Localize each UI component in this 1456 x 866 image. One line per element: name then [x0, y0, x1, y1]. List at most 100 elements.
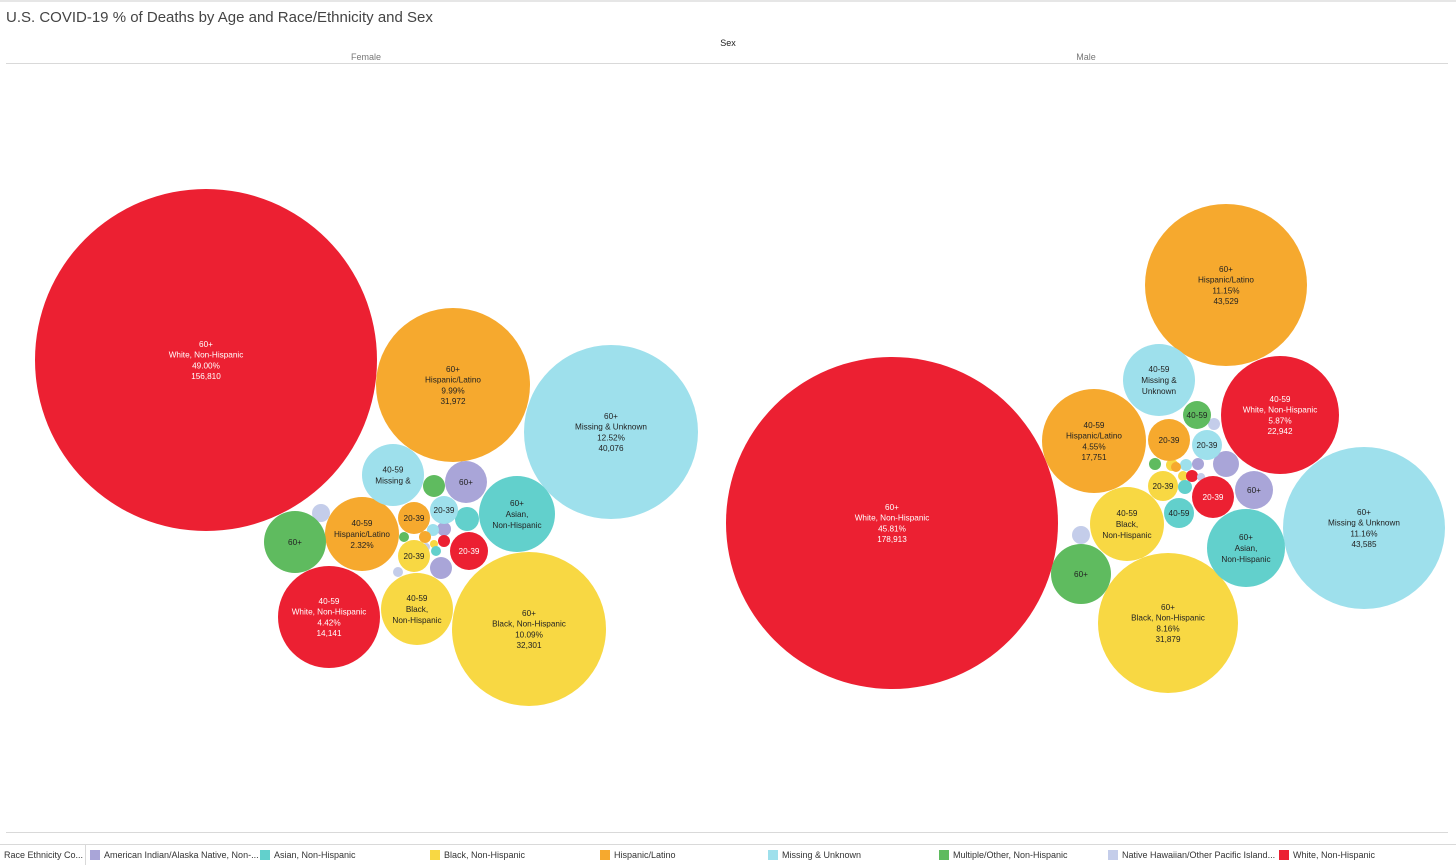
- bubble-small[interactable]: [1149, 458, 1161, 470]
- bubble-circle[interactable]: [398, 540, 430, 572]
- bubble-circle[interactable]: [430, 496, 458, 524]
- bubble-small[interactable]: [1186, 470, 1198, 482]
- legend-item[interactable]: Hispanic/Latino: [600, 845, 676, 865]
- bubble-label: 60+: [604, 412, 618, 421]
- bubble-circle[interactable]: [1042, 389, 1146, 493]
- bubble-circle[interactable]: [381, 573, 453, 645]
- legend-item[interactable]: Black, Non-Hispanic: [430, 845, 525, 865]
- bubble-circle[interactable]: [1164, 498, 1194, 528]
- bubble-male[interactable]: 40-59 Black, Non-Hispanic: [1090, 487, 1164, 561]
- bubble-circle[interactable]: [1207, 509, 1285, 587]
- bubble-female[interactable]: 40-59 Hispanic/Latino 2.32%: [325, 497, 399, 571]
- bubble-male[interactable]: 20-39: [1192, 476, 1234, 518]
- legend-item[interactable]: Missing & Unknown: [768, 845, 861, 865]
- bubble-male[interactable]: 60+: [1235, 471, 1273, 509]
- legend-item[interactable]: Multiple/Other, Non-Hispanic: [939, 845, 1068, 865]
- bubble-female[interactable]: 60+: [264, 511, 326, 573]
- bubble-male[interactable]: 40-59 Missing & Unknown: [1123, 344, 1195, 416]
- bubble-male[interactable]: 60+: [1051, 544, 1111, 604]
- bubble-small[interactable]: [1072, 526, 1090, 544]
- bubble-small[interactable]: [1180, 459, 1192, 471]
- bubble-circle[interactable]: [1148, 471, 1178, 501]
- bubble-small[interactable]: [1171, 462, 1181, 472]
- bubble-male[interactable]: 20-39: [1148, 471, 1178, 501]
- bubble-female[interactable]: 60+: [445, 461, 487, 503]
- bubble-circle[interactable]: [1145, 204, 1307, 366]
- bubble-small[interactable]: [1208, 418, 1220, 430]
- bubble-circle[interactable]: [445, 461, 487, 503]
- bubble-circle[interactable]: [1183, 401, 1211, 429]
- bubble-label: 20-39: [1197, 441, 1218, 450]
- bubble-small[interactable]: [1213, 451, 1239, 477]
- bubble-circle[interactable]: [452, 552, 606, 706]
- bubble-circle[interactable]: [264, 511, 326, 573]
- bubble-small[interactable]: [312, 504, 330, 522]
- bubble-small[interactable]: [1178, 471, 1188, 481]
- bubble-male[interactable]: 40-59: [1183, 401, 1211, 429]
- bubble-small[interactable]: [423, 475, 445, 497]
- bubble-small[interactable]: [1178, 480, 1192, 494]
- bubble-circle[interactable]: [450, 532, 488, 570]
- bubble-circle[interactable]: [1051, 544, 1111, 604]
- legend-item[interactable]: White, Non-Hispanic: [1279, 845, 1375, 865]
- bubble-small[interactable]: [399, 532, 409, 542]
- bubble-female[interactable]: 20-39: [398, 540, 430, 572]
- bubble-circle[interactable]: [726, 357, 1058, 689]
- legend-item[interactable]: Native Hawaiian/Other Pacific Island...: [1108, 845, 1275, 865]
- bubble-circle[interactable]: [1192, 476, 1234, 518]
- bubble-female[interactable]: 20-39: [398, 502, 430, 534]
- bubble-male[interactable]: 20-39: [1192, 430, 1222, 460]
- bubble-circle[interactable]: [1090, 487, 1164, 561]
- bubble-small[interactable]: [393, 567, 403, 577]
- bubble-circle[interactable]: [524, 345, 698, 519]
- bubble-circle[interactable]: [1221, 356, 1339, 474]
- bubble-circle[interactable]: [362, 444, 424, 506]
- bubble-circle[interactable]: [1235, 471, 1273, 509]
- bubble-circle[interactable]: [1148, 419, 1190, 461]
- legend-label: Asian, Non-Hispanic: [274, 850, 356, 860]
- bubble-female[interactable]: 40-59 Black, Non-Hispanic: [381, 573, 453, 645]
- bubble-female[interactable]: 20-39: [450, 532, 488, 570]
- bubble-small[interactable]: [437, 522, 451, 536]
- bubble-circle[interactable]: [1283, 447, 1445, 609]
- legend-item[interactable]: Asian, Non-Hispanic: [260, 845, 356, 865]
- bubble-small[interactable]: [455, 507, 479, 531]
- bubble-female[interactable]: 60+ Asian, Non-Hispanic: [479, 476, 555, 552]
- bubble-circle[interactable]: [1192, 430, 1222, 460]
- bubble-circle[interactable]: [398, 502, 430, 534]
- bubble-male[interactable]: 40-59: [1164, 498, 1194, 528]
- bubble-label: 10.09%: [515, 630, 543, 639]
- bubble-circle[interactable]: [278, 566, 380, 668]
- bubble-circle[interactable]: [325, 497, 399, 571]
- bubble-circle[interactable]: [35, 189, 377, 531]
- bubble-circle[interactable]: [1098, 553, 1238, 693]
- bubble-small[interactable]: [419, 531, 431, 543]
- bubble-small[interactable]: [430, 557, 452, 579]
- legend-swatch: [90, 850, 100, 860]
- bubble-circle[interactable]: [376, 308, 530, 462]
- bubble-label: 40-59: [1084, 421, 1105, 430]
- bubble-circle[interactable]: [479, 476, 555, 552]
- bubble-label: 40-59: [352, 519, 373, 528]
- bubble-circle[interactable]: [1123, 344, 1195, 416]
- bubble-small[interactable]: [1192, 458, 1204, 470]
- bubble-male[interactable]: 20-39: [1148, 419, 1190, 461]
- legend-item[interactable]: American Indian/Alaska Native, Non-...: [90, 845, 259, 865]
- bubble-female[interactable]: 20-39: [430, 496, 458, 524]
- bubble-small[interactable]: [427, 524, 439, 536]
- bubble-small[interactable]: [431, 546, 441, 556]
- bubble-small[interactable]: [438, 535, 450, 547]
- bubble-male[interactable]: 60+ Asian, Non-Hispanic: [1207, 509, 1285, 587]
